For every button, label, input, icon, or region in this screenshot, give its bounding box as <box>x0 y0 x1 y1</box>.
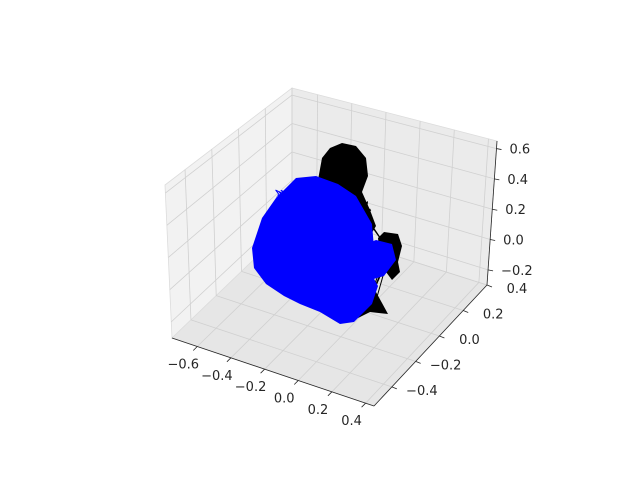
axis-lines <box>171 140 502 408</box>
x-gridline-back <box>413 121 421 262</box>
x-tick-label: −0.2 <box>235 380 267 395</box>
x-tick-label: 0.4 <box>341 414 362 429</box>
x-gridline-back <box>445 129 455 273</box>
z-tick-label: 0.4 <box>507 173 528 188</box>
z-gridline-left <box>166 123 293 226</box>
x-tick-mark <box>260 368 265 374</box>
z-gridline-left <box>165 94 293 194</box>
x-tick-mark <box>361 402 366 408</box>
y-tick-label: −0.2 <box>430 358 462 373</box>
y-tick-mark <box>439 335 445 339</box>
z-tick-label: −0.2 <box>501 264 533 279</box>
x-axis-line <box>171 337 375 407</box>
y-gridline <box>190 319 392 388</box>
z-gridline-left <box>168 151 293 258</box>
z-tick-mark <box>492 208 498 211</box>
z-gridline <box>291 123 495 180</box>
y-tick-mark <box>463 310 469 313</box>
x-gridline-back <box>380 112 387 252</box>
y-tick-label: −0.4 <box>406 384 438 399</box>
z-tick-mark <box>496 148 502 150</box>
z-gridline <box>291 94 497 149</box>
z-gridline-left <box>169 180 293 290</box>
y-gridline-left <box>238 128 242 272</box>
y-axis-line <box>373 284 488 407</box>
x-tick-label: −0.4 <box>201 369 233 384</box>
x-gridline-back <box>478 138 489 283</box>
x-gridline <box>365 282 480 404</box>
y-gridline-left <box>184 169 192 320</box>
blue-trajectory <box>269 189 387 309</box>
y-tick-mark <box>486 284 493 288</box>
x-tick-mark <box>226 357 232 363</box>
x-tick-label: 0.2 <box>308 403 329 418</box>
x-tick-label: −0.6 <box>167 358 199 373</box>
y-tick-label: 0.4 <box>507 282 528 297</box>
x-tick-label: 0.0 <box>274 392 295 407</box>
z-axis-line <box>486 140 498 286</box>
x-tick-mark <box>293 380 299 385</box>
z-tick-mark <box>494 178 500 181</box>
tick-labels: −0.6−0.4−0.20.00.20.4−0.4−0.20.00.20.4−0… <box>167 143 532 430</box>
y-gridline-left <box>211 149 217 296</box>
z-tick-label: 0.2 <box>505 203 526 218</box>
y-gridline <box>216 295 416 362</box>
series-blue-cloud <box>252 176 396 324</box>
z-tick-mark <box>490 239 496 241</box>
z-tick-mark <box>487 269 494 272</box>
grid-lines <box>165 88 497 404</box>
x-gridline <box>297 261 415 381</box>
y-tick-label: 0.0 <box>459 333 480 348</box>
y-tick-label: 0.2 <box>483 307 504 322</box>
y-tick-mark <box>415 361 421 364</box>
y-tick-mark <box>391 386 397 390</box>
z-tick-label: 0.0 <box>503 234 524 249</box>
x-gridline <box>331 271 447 393</box>
x-tick-mark <box>327 391 333 397</box>
z-tick-label: 0.6 <box>509 143 530 158</box>
x-tick-mark <box>192 346 198 351</box>
